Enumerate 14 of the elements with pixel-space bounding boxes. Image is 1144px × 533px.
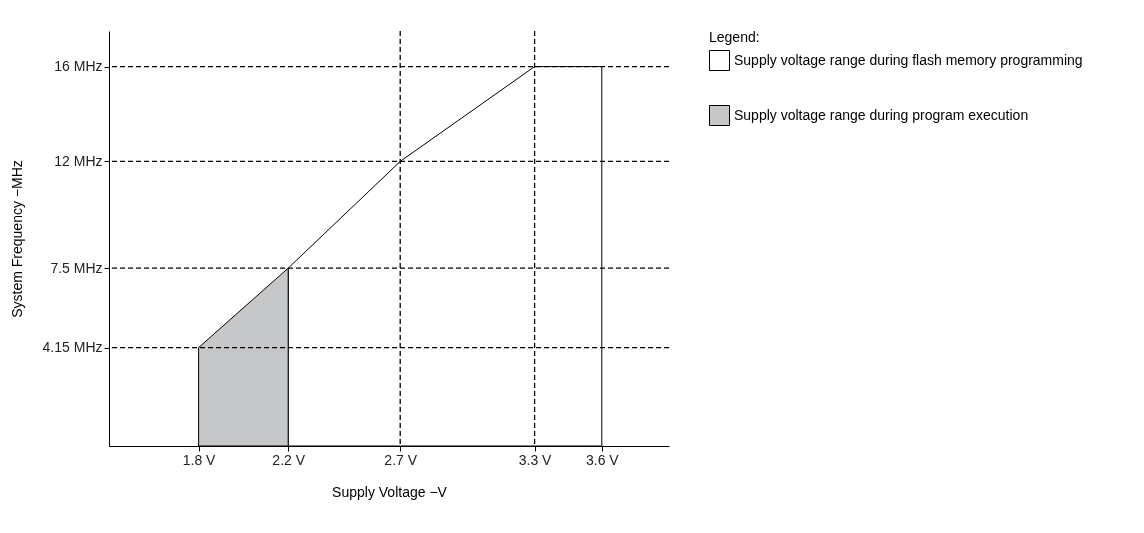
x-tick-label: 2.2 V	[272, 451, 306, 468]
x-axis-title: Supply Voltage −V	[332, 483, 448, 500]
y-tick-label: 4.15 MHz	[42, 339, 103, 356]
legend-label: Supply voltage range during flash memory programming	[734, 51, 1083, 68]
legend-title: Legend:	[709, 29, 760, 45]
x-tick-label: 1.8 V	[182, 451, 217, 468]
y-tick-label: 12 MHz	[54, 152, 103, 169]
y-axis-title: System Frequency −MHz	[8, 160, 25, 318]
legend-label: Supply voltage range during program execution	[734, 106, 1029, 123]
y-tick-label: 7.5 MHz	[50, 259, 103, 276]
x-tick-label: 3.3 V	[518, 451, 553, 468]
x-tick-label: 3.6 V	[585, 451, 620, 468]
y-tick-label: 16 MHz	[54, 58, 103, 75]
x-tick-label: 2.7 V	[384, 451, 418, 468]
